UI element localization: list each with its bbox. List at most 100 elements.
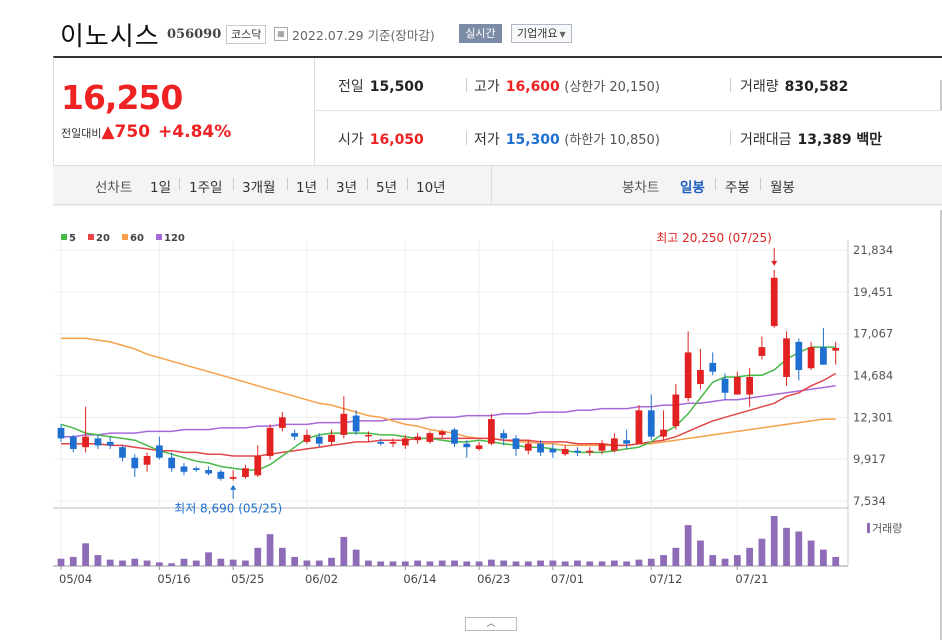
volume-bar xyxy=(278,547,286,566)
candle-body xyxy=(94,438,102,446)
candle-body xyxy=(340,413,348,435)
candle-body xyxy=(57,427,65,439)
period-1w[interactable]: 1주일 xyxy=(189,180,223,196)
period-3y[interactable]: 3년 xyxy=(336,180,358,196)
stock-code: 056090 xyxy=(167,27,222,42)
candle-body xyxy=(352,415,360,432)
candle-body xyxy=(610,438,618,451)
volume-bar xyxy=(549,560,557,566)
realtime-button[interactable]: 실시간 xyxy=(459,24,502,43)
volume-bar xyxy=(143,560,151,566)
period-3m[interactable]: 3개월 xyxy=(242,180,276,196)
candle-body xyxy=(721,378,729,393)
candle-body xyxy=(832,348,840,351)
candle-body xyxy=(266,427,274,456)
candle-body xyxy=(647,410,655,437)
legend-swatch-ma120 xyxy=(156,234,162,240)
scroll-edge xyxy=(940,210,942,640)
candle-body xyxy=(795,341,803,370)
volume-bar xyxy=(463,561,471,566)
candle-monthly[interactable]: 월봉 xyxy=(770,180,795,196)
candle-body xyxy=(709,362,717,372)
volume-bar xyxy=(315,560,323,566)
divider xyxy=(715,178,716,190)
candle-body xyxy=(303,434,311,442)
period-1d[interactable]: 1일 xyxy=(150,180,172,196)
volume-bar xyxy=(586,561,594,566)
volume-bar xyxy=(709,555,717,566)
candle-daily[interactable]: 일봉 xyxy=(680,180,705,196)
legend-label-ma5: 5 xyxy=(69,233,76,244)
volume-bar xyxy=(291,556,299,566)
candle-body xyxy=(561,448,569,455)
candle-body xyxy=(119,447,126,458)
volume-bar xyxy=(500,560,508,566)
candle-body xyxy=(69,436,77,449)
candle-body xyxy=(549,448,557,453)
divider xyxy=(730,131,731,145)
period-10y[interactable]: 10년 xyxy=(416,180,446,196)
low-price: 저가 15,300 (하한가 10,850) xyxy=(474,129,660,149)
divider xyxy=(179,178,180,190)
period-1y[interactable]: 1년 xyxy=(296,180,318,196)
volume-bar xyxy=(414,560,421,566)
volume-bar xyxy=(807,540,815,566)
volume-bar xyxy=(561,561,569,566)
chevron-up-icon: ︿ xyxy=(486,619,496,629)
prev-value: 15,500 xyxy=(369,79,424,95)
legend-label-ma20: 20 xyxy=(96,233,110,244)
change-percent: +4.84% xyxy=(158,122,232,142)
candle-body xyxy=(488,419,495,444)
divider xyxy=(367,178,368,190)
volume-bar xyxy=(242,560,249,566)
volume-bar xyxy=(832,556,840,566)
min-arrow-head xyxy=(230,484,237,490)
volume-bar xyxy=(475,561,483,566)
company-overview-dropdown[interactable]: 기업개요 ▼ xyxy=(511,24,572,43)
volume-bar xyxy=(610,560,618,566)
low-value: 15,300 xyxy=(505,132,560,148)
candle-body xyxy=(278,417,286,428)
candle-weekly[interactable]: 주봉 xyxy=(725,180,750,196)
volume-bar xyxy=(229,559,237,566)
current-price: 16,250 xyxy=(61,78,183,117)
x-tick-label: 07/21 xyxy=(735,572,768,586)
period-5y[interactable]: 5년 xyxy=(376,180,398,196)
volume-stat: 거래량 830,582 xyxy=(740,76,848,96)
y-tick-label: 17,067 xyxy=(853,327,893,341)
quote-grid xyxy=(314,58,942,165)
divider xyxy=(233,178,234,190)
volume-bar xyxy=(746,547,754,566)
volume-bar xyxy=(69,556,77,566)
candle-body xyxy=(660,429,667,437)
volume-bar xyxy=(770,516,778,566)
candle-body xyxy=(291,433,299,437)
candle-body xyxy=(229,477,237,479)
volume-legend-swatch xyxy=(867,523,870,533)
volume-bar xyxy=(512,561,520,566)
volume-bar xyxy=(426,561,434,566)
candle-body xyxy=(106,441,114,446)
price-change: 전일대비▲750 +4.84% xyxy=(61,122,231,142)
divider xyxy=(407,178,408,190)
candle-body xyxy=(758,347,766,356)
volume-bar xyxy=(168,563,176,566)
prev-close: 전일 15,500 xyxy=(338,76,424,96)
collapse-button[interactable]: ︿ xyxy=(465,617,517,631)
quote-panel xyxy=(53,56,942,167)
legend-swatch-ma20 xyxy=(88,234,94,240)
scroll-edge xyxy=(940,80,942,110)
y-tick-label: 21,834 xyxy=(853,243,893,257)
y-tick-label: 12,301 xyxy=(853,410,893,424)
volume-bar xyxy=(574,560,581,566)
volume-bar xyxy=(119,560,126,566)
volume-bar xyxy=(217,558,225,566)
candle-body xyxy=(180,466,188,472)
open-price: 시가 16,050 xyxy=(338,129,424,149)
volume-bar xyxy=(598,561,606,566)
candle-body xyxy=(426,433,434,442)
volume-bar xyxy=(131,558,139,566)
ma60-line xyxy=(61,337,836,447)
prev-label: 전일 xyxy=(338,79,364,95)
volume-bar xyxy=(192,560,200,566)
